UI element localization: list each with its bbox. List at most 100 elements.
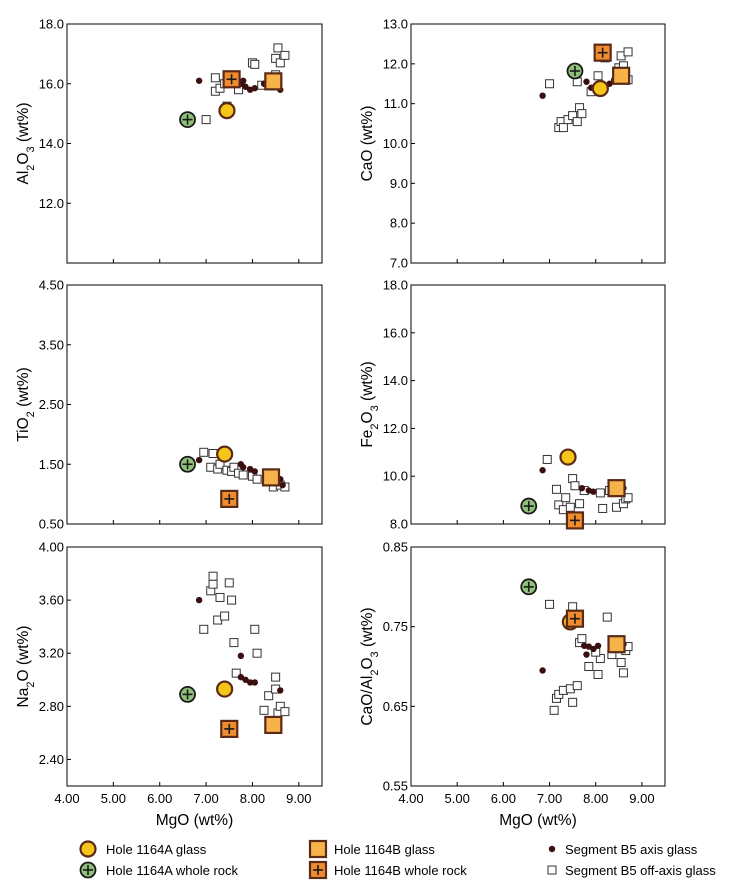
marker-offaxis-glass	[575, 499, 585, 509]
marker-axis-glass	[251, 679, 258, 686]
y-tick-label: 18.0	[39, 17, 64, 32]
chart-panel-tio2: 4.50 3.50 2.50 1.50 0.50 TiO2 (wt%)	[15, 278, 323, 532]
y-tick-label: 2.80	[39, 699, 64, 714]
marker-hole-1164a-whole-rock	[566, 62, 584, 80]
x-tick-label: 9.00	[629, 791, 654, 806]
marker-offaxis-glass	[616, 658, 626, 668]
marker-hole-1164b-whole-rock	[220, 489, 239, 509]
marker-offaxis-glass	[568, 697, 578, 707]
marker-offaxis-glass	[250, 59, 260, 69]
y-tick-label: 9.0	[390, 176, 408, 191]
marker-offaxis-glass	[623, 47, 633, 57]
y-tick-label: 12.0	[383, 421, 408, 436]
marker-offaxis-glass	[238, 470, 248, 480]
x-tick-label: 7.00	[193, 791, 218, 806]
marker-offaxis-glass	[208, 579, 218, 589]
marker-axis-glass	[548, 845, 556, 853]
marker-offaxis-glass	[252, 648, 262, 658]
marker-offaxis-glass	[551, 484, 561, 494]
y-tick-label: 0.55	[383, 779, 408, 794]
marker-axis-glass	[239, 77, 247, 84]
marker-hole-1164b-whole-rock	[565, 511, 585, 530]
y-tick-label: 4.50	[39, 278, 64, 293]
marker-axis-glass	[195, 596, 203, 604]
legend-item-glass-1164A: Hole 1164A glass	[79, 840, 207, 858]
legend-item-wr-1164A: Hole 1164A whole rock	[79, 861, 239, 879]
marker-axis-glass	[277, 687, 284, 694]
y-axis-label: CaO (wt%)	[359, 106, 376, 182]
y-tick-label: 16.0	[383, 325, 408, 340]
marker-axis-glass	[195, 77, 203, 84]
y-axis-label: TiO2 (wt%)	[15, 367, 37, 441]
marker-axis-glass	[578, 484, 586, 492]
x-tick-label: 8.00	[240, 791, 265, 806]
marker-offaxis-glass	[273, 43, 283, 53]
y-tick-label: 18.0	[383, 278, 408, 293]
marker-axis-glass	[251, 85, 258, 92]
marker-hole-1164b-glass	[264, 72, 283, 91]
marker-offaxis-glass	[584, 662, 594, 671]
y-tick-label: 0.50	[39, 517, 64, 532]
y-tick-label: 14.0	[383, 373, 408, 388]
marker-offaxis-glass	[250, 624, 260, 634]
legend-item-glass-1164B: Hole 1164B glass	[308, 839, 435, 859]
marker-hole-1164a-whole-rock	[179, 685, 196, 703]
y-axis-label: CaO/Al2O3 (wt%)	[359, 607, 381, 725]
marker-hole-1164a-glass	[79, 840, 97, 858]
marker-offaxis-glass	[558, 123, 568, 133]
y-tick-label: 12.0	[39, 196, 64, 211]
data-marks	[539, 43, 633, 133]
marker-offaxis-glass	[220, 611, 230, 621]
data-marks	[520, 448, 633, 530]
marker-hole-1164b-glass	[607, 479, 626, 498]
y-tick-label: 8.0	[390, 517, 408, 532]
marker-axis-glass	[539, 667, 546, 674]
y-tick-label: 3.60	[39, 593, 64, 608]
data-marks	[179, 43, 290, 128]
marker-offaxis-glass	[280, 50, 290, 60]
y-axis-label: Na2O (wt%)	[15, 626, 37, 708]
marker-hole-1164b-whole-rock	[565, 609, 585, 628]
marker-axis-glass	[583, 651, 590, 658]
marker-hole-1164b-whole-rock	[308, 860, 328, 880]
marker-offaxis-glass	[595, 654, 605, 664]
x-tick-label: 4.00	[398, 791, 423, 806]
marker-hole-1164b-glass	[308, 839, 328, 859]
marker-axis-glass	[195, 456, 203, 464]
chart-panel-cao_al2o3: 0.85 0.75 0.65 0.554.00 5.00 6.00 7.00 8.00 9.00…	[359, 540, 666, 829]
marker-offaxis-glass	[593, 71, 603, 81]
marker-offaxis-glass	[593, 669, 603, 679]
legend-item-wr-1164B: Hole 1164B whole rock	[308, 860, 467, 880]
x-tick-label: 6.00	[491, 791, 516, 806]
marker-offaxis-glass	[554, 500, 564, 510]
marker-offaxis-glass	[572, 681, 582, 691]
y-tick-label: 4.00	[39, 540, 64, 555]
marker-offaxis-glass	[549, 705, 559, 715]
plot-frame	[410, 23, 666, 264]
y-tick-label: 0.65	[383, 699, 408, 714]
y-tick-label: 10.0	[383, 136, 408, 151]
marker-offaxis-glass	[215, 592, 225, 602]
marker-hole-1164b-whole-rock	[593, 43, 612, 62]
y-tick-label: 10.0	[383, 469, 408, 484]
marker-axis-glass	[594, 642, 602, 649]
legend-label: Segment B5 axis glass	[565, 842, 698, 857]
marker-offaxis-glass	[623, 493, 633, 503]
marker-offaxis-glass	[199, 624, 209, 634]
y-tick-label: 0.85	[383, 540, 408, 555]
marker-axis-glass	[539, 92, 546, 99]
marker-offaxis-glass	[570, 481, 580, 491]
marker-offaxis-glass	[565, 502, 575, 512]
y-axis-label: Al2O3 (wt%)	[15, 102, 37, 184]
y-tick-label: 1.50	[39, 457, 64, 472]
marker-hole-1164b-glass	[264, 715, 283, 735]
marker-offaxis-glass	[561, 493, 571, 503]
marker-offaxis-glass	[618, 668, 628, 678]
x-tick-label: 4.00	[54, 791, 79, 806]
y-tick-label: 0.75	[383, 619, 408, 634]
y-tick-label: 13.0	[383, 17, 408, 32]
marker-hole-1164a-whole-rock	[179, 111, 196, 128]
marker-offaxis-glass	[229, 638, 239, 648]
marker-hole-1164a-whole-rock	[520, 497, 538, 515]
